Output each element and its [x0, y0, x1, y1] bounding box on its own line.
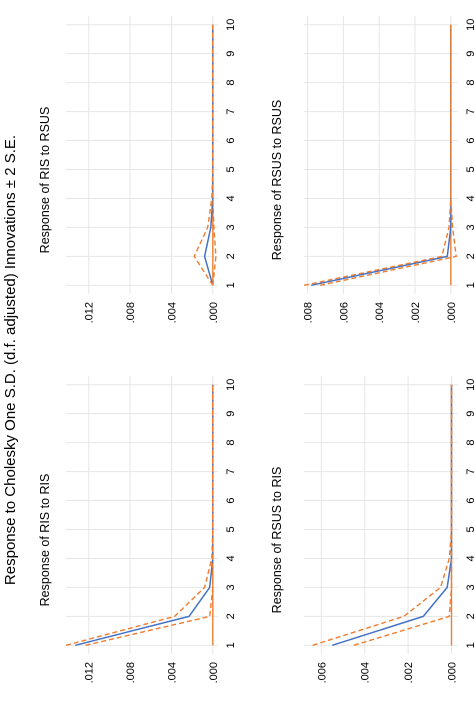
y-tick-label: .000: [446, 302, 458, 323]
x-tick-label: 3: [465, 584, 474, 590]
lower-band-line: [85, 384, 214, 646]
x-tick-label: 1: [465, 642, 474, 648]
x-tick-label: 4: [225, 555, 237, 561]
x-tick-label: 8: [225, 440, 237, 446]
x-tick-label: 9: [225, 51, 237, 57]
y-tick-label: .004: [166, 662, 178, 683]
x-tick-label: 6: [465, 137, 474, 143]
x-tick-label: 2: [465, 253, 474, 259]
panel-ris-to-ris: Response of RIS to RIS .000.004.008.012 1…: [0, 360, 237, 720]
y-tick-label: .008: [125, 662, 137, 683]
x-tick-label: 2: [225, 253, 237, 259]
x-tick-label: 4: [465, 555, 474, 561]
upper-band-line: [312, 384, 453, 646]
chart-svg: .000 .002 .004 .006 .008 1 2 3 4 5 6 7 8 9 10: [303, 16, 474, 323]
lower-band-line: [212, 24, 217, 286]
lower-band-line: [353, 384, 453, 646]
x-tick-label: 1: [225, 642, 237, 648]
y-tick-label: .008: [125, 302, 137, 323]
x-tick-label: 5: [465, 526, 474, 532]
upper-band-line: [65, 384, 214, 646]
panel-ris-to-rsus: Response of RIS to RSUS .000.004.008.012…: [0, 0, 237, 360]
y-tick-label: .008: [303, 302, 315, 323]
panel-rsus-to-rsus: Response of RSUS to RSUS .000.002.004.00…: [238, 0, 474, 360]
x-tick-label: 7: [225, 469, 237, 475]
chart-svg: .000 .004 .008 .012 1 2 3 4 5 6 7 8 9 10: [65, 376, 237, 683]
x-tick-label: 9: [225, 411, 237, 417]
y-tick-label: .004: [166, 302, 178, 323]
x-tick-label: 1: [225, 282, 237, 288]
x-tick-label: 5: [225, 166, 237, 172]
x-tick-label: 8: [465, 80, 474, 86]
y-tick-label: .002: [410, 302, 422, 323]
y-tick-label: .002: [403, 662, 415, 683]
upper-band-line: [303, 24, 452, 286]
x-tick-label: 5: [465, 166, 474, 172]
x-tick-label: 8: [465, 440, 474, 446]
x-tick-label: 10: [225, 379, 237, 391]
chart-svg: .000 .004 .008 .012 1 2 3 4 5 6 7 8 9 10: [66, 16, 237, 323]
upper-band-line: [193, 24, 214, 286]
panel-rsus-to-ris: Response of RSUS to RIS .000.002.004.006…: [238, 360, 474, 720]
response-line: [311, 24, 452, 287]
response-line: [203, 24, 214, 286]
x-tick-label: 6: [465, 497, 474, 503]
x-tick-label: 5: [225, 526, 237, 532]
x-tick-label: 7: [465, 109, 474, 115]
x-tick-label: 9: [465, 51, 474, 57]
x-tick-label: 6: [225, 137, 237, 143]
y-tick-label: .006: [338, 302, 350, 323]
y-tick-label: .000: [446, 662, 458, 683]
y-tick-label: .004: [374, 302, 386, 323]
chart-svg: .000 .002 .004 .006 1 2 3 4 5 6 7 8 9 10: [304, 376, 474, 683]
x-tick-label: 8: [225, 80, 237, 86]
x-tick-label: 7: [225, 109, 237, 115]
y-tick-label: .000: [208, 662, 220, 683]
response-line: [75, 384, 214, 647]
x-tick-label: 10: [465, 19, 474, 31]
x-tick-label: 1: [465, 282, 474, 288]
y-tick-label: .000: [208, 302, 220, 323]
x-tick-label: 2: [465, 613, 474, 619]
x-tick-label: 9: [465, 411, 474, 417]
x-tick-label: 4: [465, 195, 474, 201]
x-tick-label: 3: [225, 584, 237, 590]
response-line: [331, 384, 453, 647]
y-tick-label: .004: [360, 662, 372, 683]
y-tick-label: .012: [84, 302, 96, 323]
lower-band-line: [319, 24, 457, 286]
x-tick-label: 6: [225, 497, 237, 503]
y-tick-label: .006: [316, 662, 328, 683]
x-tick-label: 4: [225, 195, 237, 201]
x-tick-label: 10: [465, 379, 474, 391]
x-tick-label: 3: [225, 224, 237, 230]
x-tick-label: 2: [225, 613, 237, 619]
y-tick-label: .012: [84, 662, 96, 683]
x-tick-label: 7: [465, 469, 474, 475]
x-tick-label: 10: [225, 19, 237, 31]
x-tick-label: 3: [465, 224, 474, 230]
